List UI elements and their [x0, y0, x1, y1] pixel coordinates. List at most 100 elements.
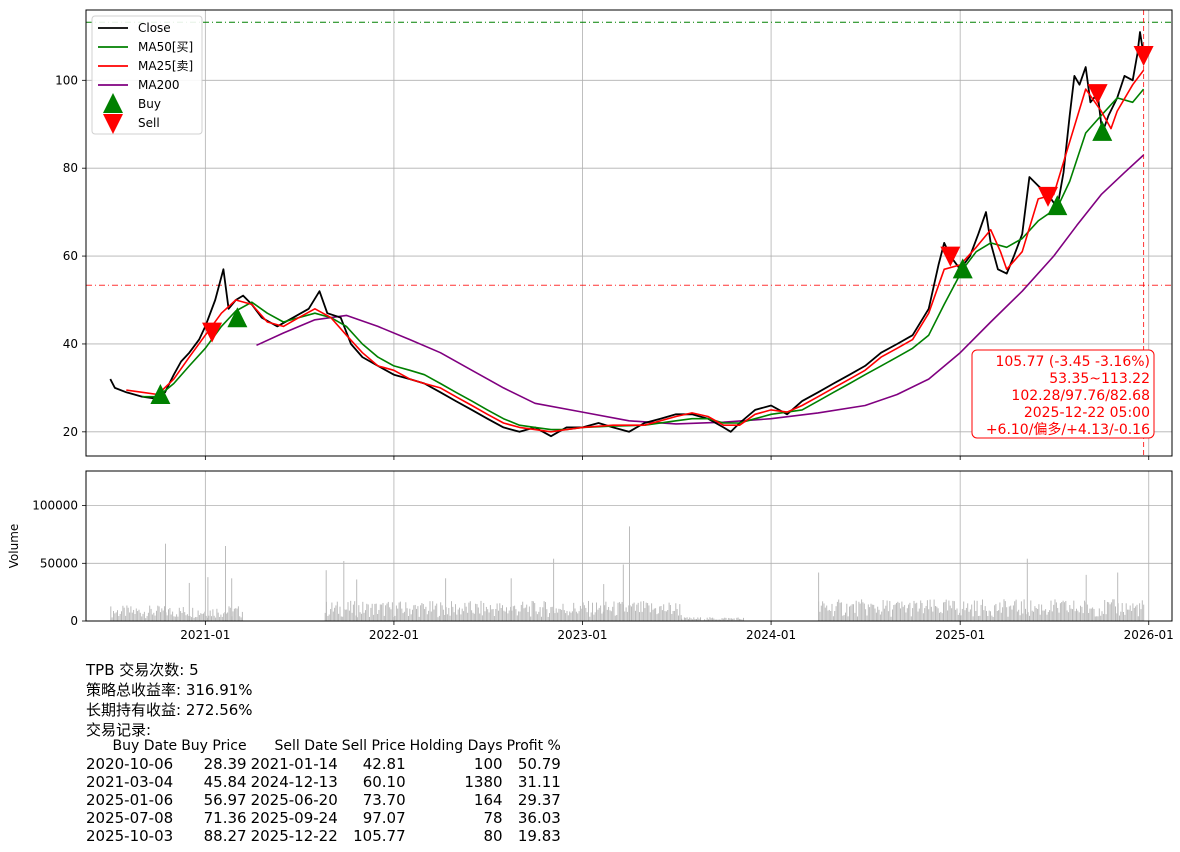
volume-bar [483, 602, 485, 621]
volume-bar [554, 613, 556, 621]
volume-bar [657, 613, 659, 621]
volume-bar [551, 606, 553, 621]
volume-axis-label: Volume [7, 524, 21, 569]
volume-bar [180, 611, 182, 621]
volume-bar [1123, 612, 1124, 621]
volume-bar [862, 602, 864, 621]
volume-bar [492, 609, 494, 621]
volume-bar [855, 600, 857, 621]
table-cell: 29.37 [517, 791, 561, 809]
column-header: Holding Days [409, 738, 503, 754]
volume-bar [669, 605, 671, 621]
volume-bar [154, 615, 156, 621]
volume-bar [705, 619, 707, 621]
volume-bar [534, 603, 536, 621]
volume-bar [1061, 602, 1063, 621]
volume-bar [682, 619, 684, 621]
volume-bar [557, 612, 559, 621]
volume-bar [965, 607, 967, 621]
volume-bar [660, 606, 662, 621]
volume-bar [370, 607, 372, 621]
volume-bar [331, 602, 333, 621]
volume-bar [839, 602, 841, 621]
volume-bar [510, 578, 512, 621]
volume-bar [647, 603, 649, 621]
volume-bar [964, 610, 966, 621]
volume-bar [672, 611, 674, 621]
volume-bar [1089, 608, 1091, 621]
volume-bar [374, 603, 376, 621]
volume-bar [586, 612, 588, 621]
volume-bar [188, 582, 190, 621]
volume-bar [526, 604, 528, 621]
volume-bar [438, 615, 440, 621]
volume-bar [565, 613, 567, 621]
volume-bar [555, 608, 557, 621]
volume-bar [683, 617, 685, 621]
volume-bar [118, 616, 120, 621]
volume-bar [1125, 603, 1127, 621]
volume-bar [639, 612, 640, 621]
series-line-close [109, 31, 1145, 438]
volume-bar [239, 616, 241, 621]
volume-bar [643, 601, 645, 621]
price-y-tick-label: 100 [55, 73, 78, 87]
volume-bar [182, 607, 184, 621]
volume-bar [330, 609, 332, 621]
trade-records-table: Buy Date Buy Price Sell Date Sell Price … [86, 737, 565, 845]
volume-bar [1100, 615, 1102, 621]
volume-bar [905, 612, 907, 621]
volume-bar [1131, 610, 1133, 621]
volume-bar [653, 608, 655, 621]
volume-bar [467, 612, 469, 621]
volume-bar [114, 613, 116, 621]
volume-bar [1141, 600, 1143, 621]
volume-bar [190, 617, 192, 621]
volume-bar [541, 616, 542, 621]
volume-bar [528, 606, 530, 621]
volume-bar [420, 605, 422, 621]
volume-bar [217, 612, 219, 621]
volume-bar [645, 602, 647, 621]
volume-bar [363, 612, 365, 621]
x-tick-label: 2023-01 [557, 628, 607, 642]
volume-bar [933, 599, 935, 621]
volume-bar [387, 601, 389, 621]
volume-bar [508, 610, 510, 621]
sell-marker [1133, 45, 1154, 66]
table-cell: 50.79 [517, 755, 561, 773]
table-cell: 2025-01-06 [86, 791, 174, 809]
volume-bar [1088, 612, 1090, 621]
volume-bar [1035, 607, 1037, 621]
volume-bar [184, 612, 186, 621]
volume-bar [241, 611, 243, 621]
volume-bar [111, 617, 113, 621]
volume-bar [1043, 610, 1045, 621]
volume-bar [523, 608, 525, 621]
volume-bar [875, 612, 877, 621]
volume-bar [990, 611, 991, 621]
volume-bar [432, 601, 434, 621]
volume-bar [824, 607, 826, 621]
volume-bar [502, 605, 503, 621]
volume-plot-frame [85, 470, 1173, 622]
volume-bar [849, 606, 850, 621]
volume-bar [604, 605, 606, 621]
volume-bar [1136, 604, 1138, 621]
volume-bar [975, 611, 977, 621]
volume-bar [706, 617, 708, 621]
volume-bar [194, 616, 196, 621]
volume-bar [898, 602, 900, 621]
column-header: Sell Date [274, 738, 338, 754]
volume-bar [874, 608, 876, 621]
volume-bar [168, 609, 169, 621]
volume-bar [325, 570, 327, 621]
table-cell: 2021-01-14 [250, 755, 338, 773]
volume-bar [1085, 574, 1087, 621]
volume-bar [378, 609, 380, 621]
volume-bar [405, 602, 407, 621]
volume-bar [831, 603, 833, 621]
volume-bar [681, 618, 683, 621]
volume-bar [847, 616, 849, 621]
volume-bar [736, 617, 738, 621]
